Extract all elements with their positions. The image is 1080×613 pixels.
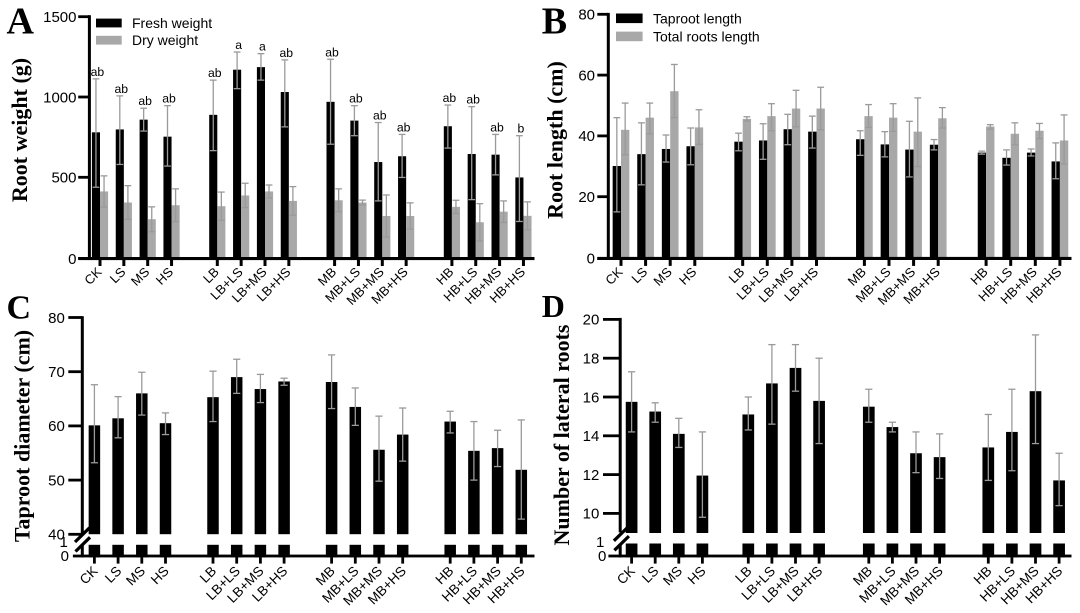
svg-text:Number of lateral roots: Number of lateral roots xyxy=(549,324,574,545)
svg-text:ab: ab xyxy=(280,46,294,60)
svg-text:ab: ab xyxy=(397,120,411,134)
svg-text:ab: ab xyxy=(138,94,152,108)
svg-text:0: 0 xyxy=(61,548,69,565)
svg-text:ab: ab xyxy=(325,45,339,59)
svg-text:B: B xyxy=(542,1,567,43)
svg-text:Root weight (g): Root weight (g) xyxy=(7,58,32,202)
svg-text:0: 0 xyxy=(587,251,595,268)
svg-text:ab: ab xyxy=(443,91,457,105)
svg-text:ab: ab xyxy=(349,92,363,106)
svg-text:1500: 1500 xyxy=(43,9,76,26)
svg-text:A: A xyxy=(7,1,35,43)
svg-text:a: a xyxy=(259,40,266,54)
svg-text:0: 0 xyxy=(68,251,76,268)
svg-text:1: 1 xyxy=(596,534,604,551)
svg-text:a: a xyxy=(235,38,242,52)
svg-text:b: b xyxy=(518,122,525,136)
svg-text:40: 40 xyxy=(578,128,595,145)
svg-text:Dry weight: Dry weight xyxy=(132,32,198,48)
svg-text:D: D xyxy=(542,288,565,324)
svg-text:18: 18 xyxy=(583,351,600,368)
svg-text:60: 60 xyxy=(48,418,65,435)
svg-text:ab: ab xyxy=(373,109,387,123)
svg-text:ab: ab xyxy=(208,66,222,80)
svg-text:20: 20 xyxy=(578,189,595,206)
svg-text:Total roots length: Total roots length xyxy=(653,29,760,45)
svg-text:ab: ab xyxy=(490,120,504,134)
svg-text:80: 80 xyxy=(48,310,65,327)
svg-text:40: 40 xyxy=(48,527,65,544)
svg-text:ab: ab xyxy=(91,65,105,79)
svg-text:10: 10 xyxy=(583,506,600,523)
svg-text:Fresh weight: Fresh weight xyxy=(132,15,212,31)
svg-text:ab: ab xyxy=(115,82,129,96)
svg-text:ab: ab xyxy=(162,92,176,106)
svg-text:1000: 1000 xyxy=(43,89,76,106)
svg-text:0: 0 xyxy=(598,548,606,565)
svg-text:20: 20 xyxy=(583,312,600,329)
svg-text:Taproot length: Taproot length xyxy=(653,10,742,26)
svg-text:60: 60 xyxy=(578,67,595,84)
svg-text:12: 12 xyxy=(583,467,600,484)
svg-text:ab: ab xyxy=(466,93,480,107)
svg-text:1: 1 xyxy=(59,534,67,551)
svg-text:80: 80 xyxy=(578,7,595,24)
svg-text:70: 70 xyxy=(48,364,65,381)
svg-text:C: C xyxy=(7,289,32,326)
svg-text:50: 50 xyxy=(48,472,65,489)
svg-text:Taproot diameter (cm): Taproot diameter (cm) xyxy=(10,330,35,542)
svg-text:14: 14 xyxy=(583,428,600,445)
svg-text:500: 500 xyxy=(51,170,76,187)
svg-text:Root length (cm): Root length (cm) xyxy=(543,61,568,219)
svg-text:16: 16 xyxy=(583,389,600,406)
